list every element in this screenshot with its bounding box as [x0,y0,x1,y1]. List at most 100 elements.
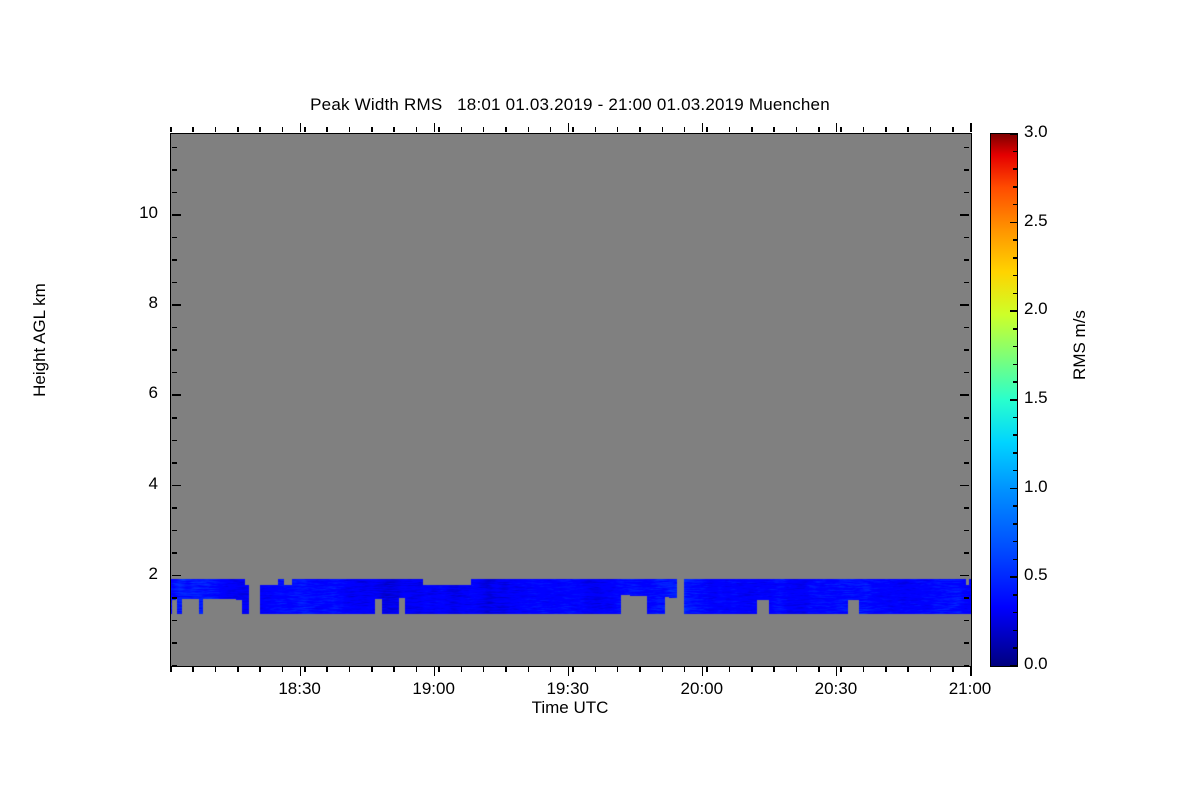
colorbar-tick-minor [1013,292,1017,295]
colorbar-tick-major [1010,399,1017,401]
x-tick-minor [907,666,909,672]
colorbar-tick-minor [1013,168,1017,170]
x-tick-label: 20:00 [680,679,724,698]
y-tick-minor [171,597,177,599]
y-tick-major [171,214,181,216]
x-tick-minor [348,666,351,672]
x-tick-major [299,666,302,676]
x-tick-major-top [835,122,838,132]
y-tick-minor-right [963,507,969,509]
x-tick-minor [393,666,395,672]
y-tick-label: 2 [148,563,158,583]
colorbar-tick-minor [1013,150,1017,153]
y-tick-major [171,394,181,396]
y-tick-minor [171,236,177,239]
colorbar-tick-minor [1013,469,1017,472]
x-tick-minor-top [907,126,909,132]
y-tick-minor-right [963,281,969,284]
colorbar-tick-label: 0.5 [1024,565,1048,585]
y-tick-minor [171,642,177,644]
plot-area[interactable] [170,133,972,667]
x-tick-minor-top [639,126,641,132]
y-tick-minor-right [963,642,969,644]
x-tick-minor-top [482,126,485,132]
y-tick-minor [171,552,177,554]
x-tick-minor [594,666,597,672]
colorbar-tick-major [1010,310,1017,312]
y-tick-minor-right [963,529,969,532]
colorbar-tick-minor [1013,186,1017,188]
y-tick-minor [171,349,177,351]
colorbar-tick-minor [1013,257,1017,259]
y-tick-minor-right [963,552,969,554]
y-axis-title: Height AGL km [30,283,49,397]
x-tick-label: 20:30 [814,679,858,698]
x-tick-minor-top [170,126,172,132]
colorbar-tick-label: 1.5 [1024,388,1048,407]
y-tick-minor [171,371,177,374]
heatmap-image[interactable] [171,134,971,666]
colorbar-tick-label: 0.0 [1024,654,1048,673]
y-tick-minor-right [963,597,969,599]
x-tick-minor-top [616,126,619,132]
x-tick-minor [259,666,261,672]
x-tick-minor-top [706,126,708,132]
x-tick-major-top [433,122,436,132]
x-tick-minor-top [840,126,842,132]
colorbar-tick-minor [1013,381,1017,383]
colorbar-tick-minor [1013,274,1017,277]
colorbar-tick-minor [1013,452,1017,454]
x-tick-minor [326,666,328,672]
x-tick-minor-top [862,126,865,132]
x-tick-label: 18:30 [278,679,321,698]
x-tick-minor [773,666,775,672]
y-tick-major-right [959,304,969,306]
x-tick-minor [885,666,887,672]
colorbar-tick-minor [1013,416,1017,419]
colorbar-tick-minor [1013,647,1017,649]
y-tick-minor-right [963,259,969,261]
y-tick-minor-right [963,371,969,374]
y-tick-minor-right [963,191,969,194]
y-tick-minor [171,281,177,284]
x-tick-minor [415,666,418,672]
x-tick-minor-top [572,126,574,132]
y-tick-minor [171,462,177,464]
colorbar-tick-label: 1.0 [1024,476,1048,496]
y-tick-minor [171,146,177,149]
x-tick-minor [639,666,641,672]
colorbar-tick-major [1010,487,1017,490]
x-tick-minor [527,666,530,672]
y-tick-minor [171,417,177,419]
y-tick-minor-right [963,417,969,419]
x-tick-minor [482,666,485,672]
x-tick-minor-top [348,126,351,132]
x-tick-minor [706,666,708,672]
x-tick-minor [505,666,507,672]
y-tick-label: 10 [139,203,158,223]
x-tick-minor-top [952,126,954,132]
x-tick-label: 21:00 [948,679,992,698]
x-tick-minor [818,666,820,672]
y-tick-major [171,304,181,306]
colorbar-tick-minor [1013,558,1017,561]
x-tick-minor-top [527,126,530,132]
y-tick-major-right [959,214,969,216]
colorbar-tick-minor [1013,594,1017,596]
colorbar-tick-minor [1013,523,1017,525]
x-tick-minor-top [326,126,328,132]
x-tick-minor [572,666,574,672]
x-tick-major [701,666,704,676]
x-tick-minor [192,666,194,672]
y-tick-label: 4 [148,473,158,493]
x-tick-minor [170,666,172,672]
colorbar-tick-minor [1013,629,1017,632]
y-tick-minor [171,619,177,622]
x-tick-minor-top [304,126,306,132]
colorbar-title: RMS m/s [1070,310,1089,380]
y-tick-minor [171,326,177,329]
colorbar-tick-label: 2.0 [1024,299,1048,319]
x-tick-major-top [299,122,302,132]
x-tick-minor-top [549,126,552,132]
